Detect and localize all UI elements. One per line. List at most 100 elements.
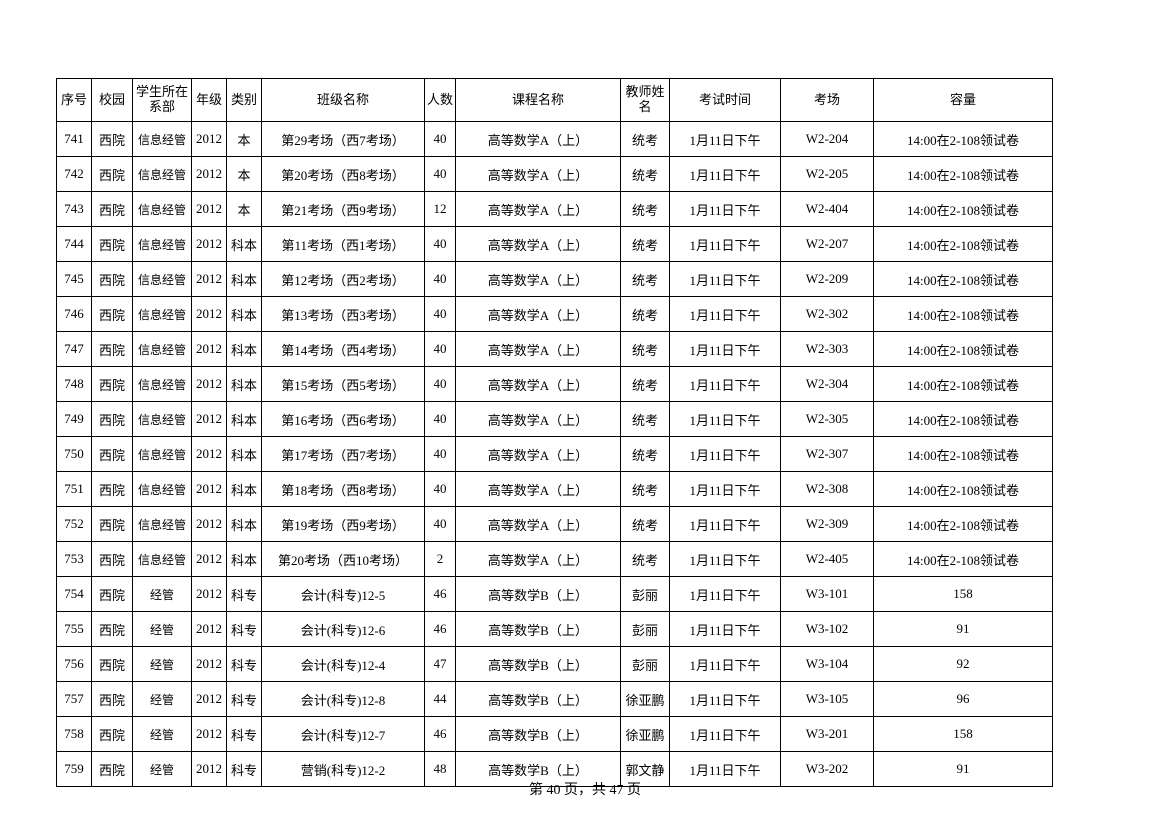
table-cell: 信息经管: [133, 437, 192, 472]
table-cell: 2012: [192, 577, 227, 612]
table-cell: 40: [425, 507, 456, 542]
table-cell: 757: [57, 682, 92, 717]
column-header: 课程名称: [456, 79, 621, 122]
table-cell: 高等数学B（上）: [456, 647, 621, 682]
table-cell: 2012: [192, 402, 227, 437]
table-cell: 40: [425, 262, 456, 297]
table-cell: 745: [57, 262, 92, 297]
table-cell: 科本: [227, 507, 262, 542]
table-cell: 第17考场（西7考场）: [262, 437, 425, 472]
table-cell: 统考: [621, 332, 670, 367]
table-cell: 1月11日下午: [670, 157, 781, 192]
table-cell: 758: [57, 717, 92, 752]
table-cell: 14:00在2-108领试卷: [874, 192, 1053, 227]
table-cell: 2012: [192, 647, 227, 682]
table-cell: W2-303: [781, 332, 874, 367]
table-cell: W2-309: [781, 507, 874, 542]
table-cell: 统考: [621, 437, 670, 472]
table-cell: 第13考场（西3考场）: [262, 297, 425, 332]
table-cell: 1月11日下午: [670, 577, 781, 612]
table-row: 757西院经管2012科专会计(科专)12-844高等数学B（上）徐亚鹏1月11…: [57, 682, 1053, 717]
table-cell: 1月11日下午: [670, 717, 781, 752]
table-cell: 经管: [133, 717, 192, 752]
table-cell: 统考: [621, 542, 670, 577]
table-cell: 统考: [621, 227, 670, 262]
table-cell: 47: [425, 647, 456, 682]
table-cell: W3-101: [781, 577, 874, 612]
column-header: 容量: [874, 79, 1053, 122]
table-cell: 第12考场（西2考场）: [262, 262, 425, 297]
table-cell: 1月11日下午: [670, 507, 781, 542]
table-cell: 西院: [92, 332, 133, 367]
table-row: 748西院信息经管2012科本第15考场（西5考场）40高等数学A（上）统考1月…: [57, 367, 1053, 402]
column-header: 考场: [781, 79, 874, 122]
table-cell: 高等数学A（上）: [456, 437, 621, 472]
table-cell: 统考: [621, 367, 670, 402]
table-cell: 统考: [621, 192, 670, 227]
table-cell: 高等数学A（上）: [456, 542, 621, 577]
table-cell: 高等数学A（上）: [456, 157, 621, 192]
column-header: 班级名称: [262, 79, 425, 122]
table-cell: 1月11日下午: [670, 262, 781, 297]
table-row: 742西院信息经管2012本第20考场（西8考场）40高等数学A（上）统考1月1…: [57, 157, 1053, 192]
table-row: 751西院信息经管2012科本第18考场（西8考场）40高等数学A（上）统考1月…: [57, 472, 1053, 507]
table-cell: 本: [227, 192, 262, 227]
table-cell: 西院: [92, 227, 133, 262]
table-cell: 第29考场（西7考场）: [262, 122, 425, 157]
table-cell: 1月11日下午: [670, 227, 781, 262]
table-cell: 14:00在2-108领试卷: [874, 437, 1053, 472]
table-cell: 信息经管: [133, 542, 192, 577]
table-cell: 科专: [227, 717, 262, 752]
table-cell: 1月11日下午: [670, 472, 781, 507]
table-cell: 40: [425, 227, 456, 262]
table-cell: 彭丽: [621, 647, 670, 682]
table-cell: 748: [57, 367, 92, 402]
table-cell: W2-404: [781, 192, 874, 227]
table-container: 序号校园学生所在系部年级类别班级名称人数课程名称教师姓名考试时间考场容量 741…: [56, 78, 1053, 787]
table-cell: 高等数学A（上）: [456, 332, 621, 367]
table-cell: 40: [425, 122, 456, 157]
table-row: 753西院信息经管2012科本第20考场（西10考场）2高等数学A（上）统考1月…: [57, 542, 1053, 577]
table-cell: 2012: [192, 122, 227, 157]
table-cell: W2-207: [781, 227, 874, 262]
table-cell: 徐亚鹏: [621, 682, 670, 717]
table-cell: 1月11日下午: [670, 612, 781, 647]
table-cell: 755: [57, 612, 92, 647]
table-row: 743西院信息经管2012本第21考场（西9考场）12高等数学A（上）统考1月1…: [57, 192, 1053, 227]
column-header: 人数: [425, 79, 456, 122]
table-cell: 会计(科专)12-4: [262, 647, 425, 682]
table-cell: 第21考场（西9考场）: [262, 192, 425, 227]
table-cell: 2012: [192, 437, 227, 472]
table-cell: W2-205: [781, 157, 874, 192]
table-row: 749西院信息经管2012科本第16考场（西6考场）40高等数学A（上）统考1月…: [57, 402, 1053, 437]
table-cell: 高等数学B（上）: [456, 612, 621, 647]
table-cell: 744: [57, 227, 92, 262]
table-cell: 第20考场（西10考场）: [262, 542, 425, 577]
table-cell: 会计(科专)12-7: [262, 717, 425, 752]
table-cell: 1月11日下午: [670, 682, 781, 717]
table-cell: 2012: [192, 297, 227, 332]
table-cell: 本: [227, 157, 262, 192]
table-cell: W3-201: [781, 717, 874, 752]
table-cell: 40: [425, 437, 456, 472]
table-cell: 第11考场（西1考场）: [262, 227, 425, 262]
table-cell: 12: [425, 192, 456, 227]
table-cell: 高等数学B（上）: [456, 682, 621, 717]
table-cell: 高等数学A（上）: [456, 262, 621, 297]
table-cell: 信息经管: [133, 367, 192, 402]
table-cell: 158: [874, 717, 1053, 752]
table-cell: 14:00在2-108领试卷: [874, 367, 1053, 402]
table-cell: 高等数学A（上）: [456, 192, 621, 227]
table-cell: 信息经管: [133, 157, 192, 192]
table-cell: 91: [874, 612, 1053, 647]
table-cell: 46: [425, 577, 456, 612]
table-cell: 2012: [192, 612, 227, 647]
table-cell: 科本: [227, 367, 262, 402]
table-cell: 2012: [192, 227, 227, 262]
table-cell: 本: [227, 122, 262, 157]
table-cell: 2012: [192, 717, 227, 752]
table-cell: 40: [425, 402, 456, 437]
table-row: 758西院经管2012科专会计(科专)12-746高等数学B（上）徐亚鹏1月11…: [57, 717, 1053, 752]
table-header: 序号校园学生所在系部年级类别班级名称人数课程名称教师姓名考试时间考场容量: [57, 79, 1053, 122]
table-cell: W2-209: [781, 262, 874, 297]
